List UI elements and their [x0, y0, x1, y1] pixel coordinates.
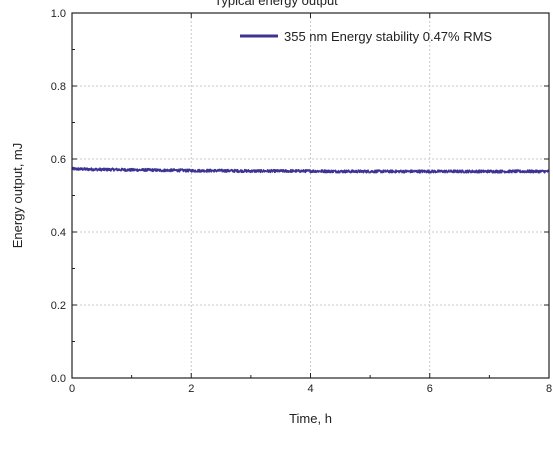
- y-axis-title: Energy output, mJ: [10, 143, 25, 249]
- x-tick-label: 0: [69, 383, 75, 395]
- title-cover: [140, 0, 410, 10]
- y-tick-label: 0.6: [51, 154, 66, 166]
- plot-area: [71, 166, 550, 174]
- chart-title: Typical energy output: [214, 0, 338, 8]
- y-tick-label: 0.2: [51, 300, 66, 312]
- axis-ticks: 0 2 4 6 8 0.0 0.2 0.4 0.6 0.8 1.0: [51, 8, 552, 395]
- legend-label: 355 nm Energy stability 0.47% RMS: [284, 29, 492, 44]
- x-tick-label: 8: [546, 383, 552, 395]
- y-tick-label: 1.0: [51, 8, 66, 20]
- x-tick-label: 2: [188, 383, 194, 395]
- y-tick-label: 0.0: [51, 373, 66, 385]
- y-tick-label: 0.4: [51, 227, 66, 239]
- series-line: [71, 166, 550, 174]
- chart-title-group: Typical energy output: [140, 0, 410, 10]
- legend: 355 nm Energy stability 0.47% RMS: [240, 29, 492, 44]
- plot-frame: [71, 12, 550, 379]
- y-tick-label: 0.8: [51, 81, 66, 93]
- x-tick-label: 6: [427, 383, 433, 395]
- x-axis-title: Time, h: [289, 411, 332, 426]
- x-tick-label: 4: [307, 383, 313, 395]
- grid-lines: [72, 13, 549, 378]
